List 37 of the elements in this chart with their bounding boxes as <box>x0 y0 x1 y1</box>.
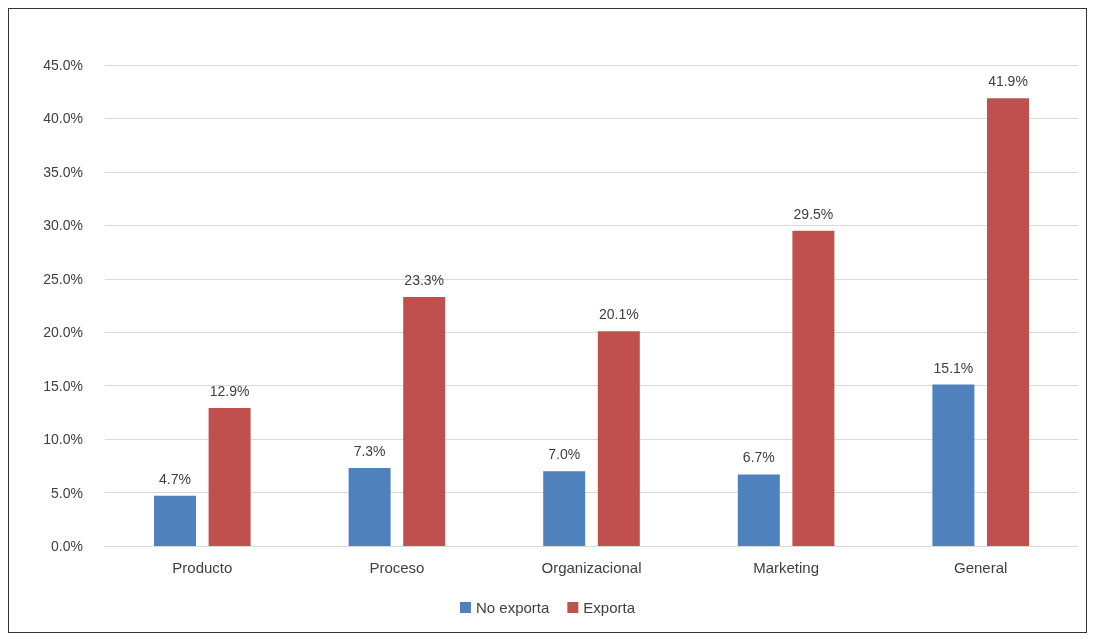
x-tick-label: Proceso <box>369 559 425 576</box>
bar <box>348 467 391 546</box>
x-tick-label: Marketing <box>753 559 820 576</box>
y-tick-label: 10.0% <box>43 431 83 448</box>
bar <box>932 384 975 546</box>
y-tick-label: 15.0% <box>43 377 83 394</box>
y-tick-label: 40.0% <box>43 110 83 127</box>
bar <box>597 331 640 546</box>
y-tick-label: 35.0% <box>43 163 83 180</box>
bar <box>987 98 1029 546</box>
x-tick-label: Producto <box>172 559 233 576</box>
x-tick-label: General <box>954 559 1008 576</box>
legend-label: No exporta <box>475 599 550 616</box>
x-tick-label: Organizacional <box>541 559 642 576</box>
y-tick-label: 5.0% <box>51 484 83 501</box>
data-label: 41.9% <box>988 73 1028 90</box>
data-label: 7.0% <box>548 446 581 463</box>
bar <box>543 471 586 546</box>
y-tick-label: 25.0% <box>43 270 83 287</box>
data-label: 4.7% <box>159 470 191 487</box>
data-label: 7.3% <box>353 442 386 459</box>
y-tick-label: 30.0% <box>43 217 83 234</box>
data-label: 15.1% <box>933 359 974 376</box>
data-label: 29.5% <box>793 205 834 222</box>
y-tick-label: 20.0% <box>43 324 83 341</box>
data-label: 20.1% <box>598 306 639 323</box>
bar <box>737 474 780 546</box>
y-tick-label: 0.0% <box>51 538 83 554</box>
legend-label: Exporta <box>583 599 636 616</box>
bar <box>792 230 835 546</box>
y-tick-label: 45.0% <box>43 57 83 73</box>
data-label: 6.7% <box>742 449 775 466</box>
bar <box>208 408 251 546</box>
data-label: 12.9% <box>209 383 250 400</box>
bar <box>154 495 196 546</box>
data-label: 23.3% <box>404 271 445 288</box>
bar <box>403 296 446 546</box>
